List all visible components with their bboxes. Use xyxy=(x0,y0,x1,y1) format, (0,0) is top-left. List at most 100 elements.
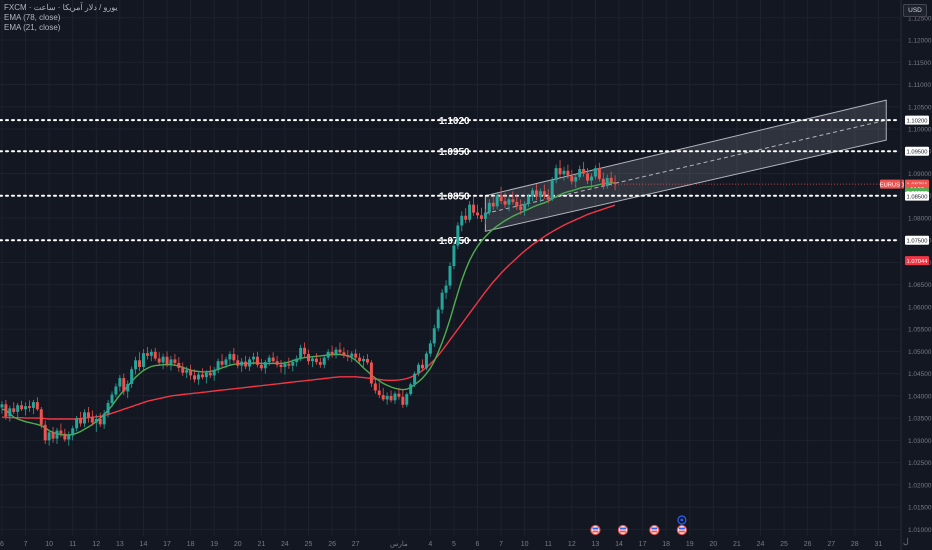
candle-body xyxy=(24,406,28,410)
candle-body xyxy=(542,191,546,196)
candle-body xyxy=(153,351,157,359)
candle xyxy=(362,355,366,367)
candle-body xyxy=(134,360,138,370)
candle-body xyxy=(279,364,283,367)
candle xyxy=(578,165,582,180)
currency-button[interactable]: USD xyxy=(903,4,927,17)
candle xyxy=(330,345,334,358)
candle xyxy=(263,359,267,374)
candle xyxy=(609,171,613,186)
candle xyxy=(271,352,275,364)
candle-body xyxy=(507,199,511,205)
support-resistance-levels: 1.1020 1.0950 1.0850 1.0750 xyxy=(0,116,901,247)
price-tag-bg xyxy=(905,235,929,245)
x-tick-label: 20 xyxy=(709,541,717,548)
y-tick-label: 1.05000 xyxy=(908,349,932,356)
level-label: 1.0950 xyxy=(439,147,470,158)
candle xyxy=(20,400,24,412)
candle-body xyxy=(338,349,342,353)
candle-body xyxy=(401,396,405,405)
candle xyxy=(153,347,157,361)
candle xyxy=(499,186,503,205)
candle xyxy=(200,368,204,380)
candle xyxy=(189,364,193,380)
candle xyxy=(452,242,456,270)
candle xyxy=(310,356,314,367)
candle-body xyxy=(479,215,483,219)
candle xyxy=(597,162,601,182)
x-tick-label: 25 xyxy=(305,541,313,548)
x-tick-label: 21 xyxy=(257,541,265,548)
candle xyxy=(487,199,491,216)
candle xyxy=(193,369,197,383)
candle-body xyxy=(605,177,609,186)
candle xyxy=(185,366,189,379)
candle-body xyxy=(267,357,271,363)
candle xyxy=(83,409,86,428)
candle-body xyxy=(534,190,538,197)
candle xyxy=(483,209,487,225)
x-tick-label: 26 xyxy=(804,541,812,548)
candle xyxy=(228,351,232,365)
candle-body xyxy=(208,372,212,376)
candle-body xyxy=(527,196,531,204)
candle-body xyxy=(385,395,389,400)
candle xyxy=(165,351,169,367)
flag-stripe xyxy=(592,530,599,533)
candle-body xyxy=(181,367,185,373)
candle xyxy=(507,196,511,212)
candle xyxy=(134,356,138,375)
ema-78-label[interactable]: EMA (78, close) xyxy=(4,13,61,22)
ema-21-label[interactable]: EMA (21, close) xyxy=(4,23,61,32)
candle-body xyxy=(252,356,255,360)
candle-body xyxy=(593,168,597,177)
candle xyxy=(546,189,550,204)
flag-stripe xyxy=(678,527,685,530)
x-tick-label: 24 xyxy=(281,541,289,548)
candle xyxy=(303,342,307,357)
candle-body xyxy=(460,215,464,226)
candle xyxy=(236,354,240,369)
candle-body xyxy=(424,353,428,369)
candle-body xyxy=(122,378,126,392)
candle-body xyxy=(440,292,444,310)
candle xyxy=(79,411,83,427)
candle-body xyxy=(417,364,421,374)
candle-body xyxy=(483,212,487,219)
candle xyxy=(35,397,39,412)
candle xyxy=(464,208,468,224)
candle-body xyxy=(271,357,275,362)
candle xyxy=(122,373,126,395)
candle-body xyxy=(448,265,452,286)
x-tick-label: 6 xyxy=(476,541,480,548)
x-tick-label: 10 xyxy=(45,541,53,548)
candle xyxy=(369,360,373,387)
candle-body xyxy=(283,363,287,367)
candle-body xyxy=(216,361,220,371)
timezone-label[interactable]: ل xyxy=(903,537,909,546)
candle xyxy=(39,407,43,429)
x-tick-label: 19 xyxy=(210,541,218,548)
candle xyxy=(601,172,605,190)
candle xyxy=(287,357,291,369)
candle-body xyxy=(562,170,566,175)
candle-body xyxy=(94,419,98,423)
candle xyxy=(118,374,122,392)
candle-body xyxy=(582,169,586,174)
y-tick-label: 1.01500 xyxy=(908,505,932,512)
candle-body xyxy=(307,354,311,362)
economic-event-flag xyxy=(590,524,601,536)
symbol-title[interactable]: FXCM · یورو / دلار آمریکا · ساعت xyxy=(4,3,118,12)
candle xyxy=(322,355,326,369)
y-tick-label: 1.03500 xyxy=(908,416,932,423)
candle xyxy=(75,415,79,432)
candle-body xyxy=(83,412,86,424)
candle xyxy=(326,349,330,361)
y-tick-label: 1.12500 xyxy=(908,15,932,22)
candle xyxy=(334,346,338,359)
candle-body xyxy=(173,359,177,363)
x-tick-label: 14 xyxy=(615,541,623,548)
level-label: 1.0850 xyxy=(439,192,470,203)
price-tag-bg xyxy=(880,179,904,189)
